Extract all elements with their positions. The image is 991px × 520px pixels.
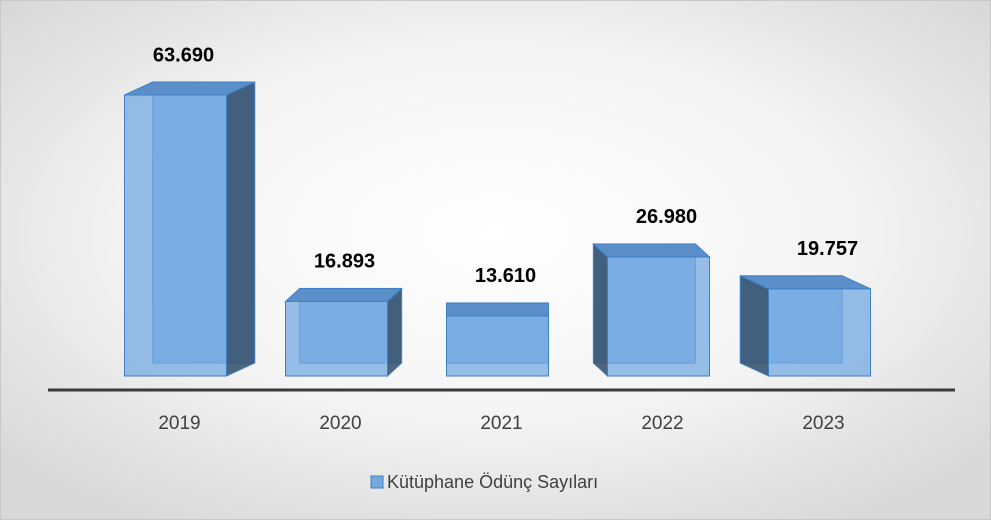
value-label: 26.980 (636, 206, 697, 228)
value-label: 63.690 (153, 44, 214, 66)
bar-side (387, 287, 403, 378)
x-tick-label: 2020 (319, 413, 361, 434)
value-label: 19.757 (797, 238, 858, 260)
bar-top (284, 287, 403, 302)
x-tick-label: 2022 (641, 413, 683, 434)
x-tick-label: 2021 (480, 413, 522, 434)
x-tick-label: 2023 (802, 413, 844, 434)
bar-side (226, 81, 256, 377)
legend-label: Kütüphane Ödünç Sayıları (387, 472, 598, 492)
bar-side (592, 242, 608, 378)
bar (768, 288, 871, 377)
bar (446, 315, 549, 377)
bar (124, 94, 227, 377)
x-tick-label: 2019 (158, 413, 200, 434)
bar (607, 256, 710, 377)
value-label: 13.610 (475, 265, 536, 287)
value-label: 16.893 (314, 251, 375, 273)
bar-side (739, 275, 769, 377)
legend-swatch (370, 475, 384, 489)
bar-top (446, 302, 549, 317)
bar (285, 300, 388, 377)
bar-top (592, 243, 711, 258)
